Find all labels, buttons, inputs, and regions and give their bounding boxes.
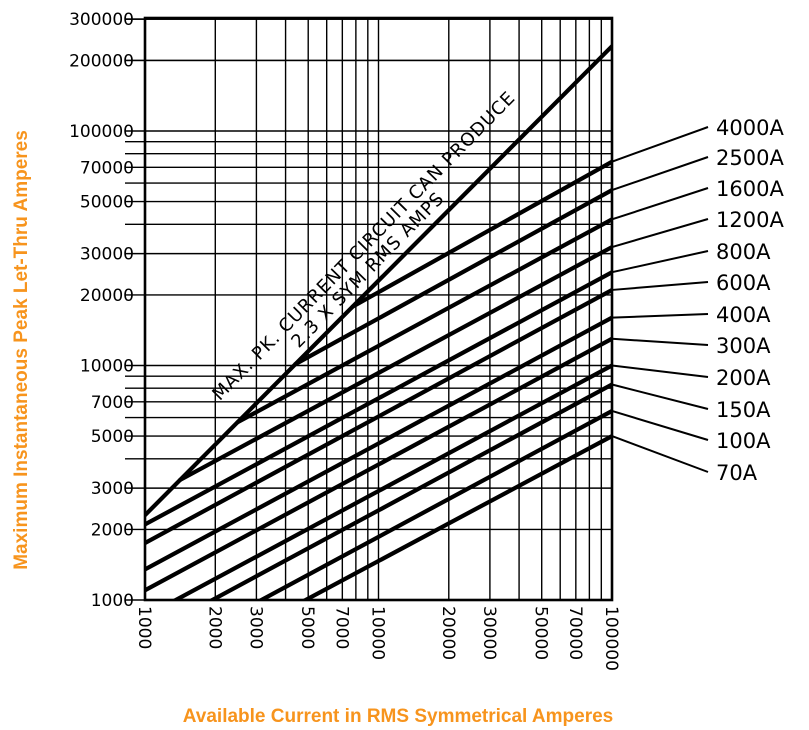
series-line-300A — [145, 336, 612, 593]
leader-150A — [611, 383, 709, 410]
series-label-70A: 70A — [716, 461, 758, 485]
series-line-600A — [145, 287, 612, 546]
x-tick-label: 100000 — [601, 606, 621, 671]
y-tick-label: 100000 — [69, 122, 134, 142]
leader-70A — [611, 435, 709, 473]
y-tick-label: 2000 — [91, 520, 134, 540]
leader-200A — [611, 364, 709, 378]
y-tick-label: 3000 — [91, 479, 134, 499]
series-label-2500A: 2500A — [716, 146, 784, 170]
leader-100A — [611, 409, 709, 441]
y-tick-label: 300000 — [69, 10, 134, 30]
series-line-4000A — [350, 159, 612, 309]
y-tick-label: 7000 — [91, 393, 134, 413]
plot-frame — [143, 16, 614, 602]
leader-600A — [611, 281, 709, 291]
y-tick-label: 30000 — [80, 245, 134, 265]
y-tick-label: 5000 — [91, 427, 134, 447]
leader-1600A — [611, 187, 709, 221]
x-tick-label: 2000 — [204, 606, 224, 649]
series-line-800A — [145, 270, 612, 527]
leader-4000A — [611, 126, 709, 163]
x-tick-labels: 1000 2000 3000 5000 7000 10000 20000 30000 50000… — [134, 606, 621, 671]
series-line-150A — [207, 382, 612, 600]
annotation-line-1: MAX. PK. CURRENT CIRCUIT CAN PRODUCE — [208, 87, 520, 405]
y-tick-label: 70000 — [80, 158, 134, 178]
y-tick-label: 20000 — [80, 286, 134, 306]
series-line-1200A — [178, 244, 612, 483]
series-label-200A: 200A — [716, 366, 771, 390]
series-label-800A: 800A — [716, 240, 771, 264]
leader-400A — [611, 313, 709, 319]
x-tick-label: 70000 — [565, 606, 585, 660]
x-tick-label: 1000 — [134, 606, 154, 649]
series-line-2500A — [293, 187, 612, 367]
x-tick-label: 20000 — [438, 606, 458, 660]
x-tick-label: 5000 — [297, 606, 317, 649]
y-tick-labels: 1000 2000 3000 5000 7000 10000 20000 30000 50000… — [69, 10, 134, 611]
leader-1200A — [611, 218, 709, 249]
y-tick-label: 10000 — [80, 357, 134, 377]
x-tick-label: 3000 — [245, 606, 265, 649]
leader-800A — [611, 250, 709, 274]
series-line-400A — [145, 315, 612, 572]
series-label-1600A: 1600A — [716, 177, 784, 201]
x-tick-label: 7000 — [331, 606, 351, 649]
y-tick-label: 1000 — [91, 591, 134, 611]
series-label-600A: 600A — [716, 271, 771, 295]
series-label-100A: 100A — [716, 429, 771, 453]
series-line-100A — [256, 408, 612, 600]
y-tick-label: 200000 — [69, 51, 134, 71]
series-line-200A — [171, 363, 612, 600]
series-line-1600A — [235, 217, 612, 425]
limit-line — [145, 44, 612, 518]
x-tick-label: 10000 — [368, 606, 388, 660]
label-leader-lines — [611, 126, 709, 473]
series-label-400A: 400A — [716, 303, 771, 327]
series-labels: 4000A 2500A 1600A 1200A 800A 600A 400A 300A 200A… — [716, 116, 784, 485]
x-tick-label: 30000 — [479, 606, 499, 660]
series-label-150A: 150A — [716, 398, 771, 422]
x-tick-label: 50000 — [531, 606, 551, 660]
y-tick-label: 50000 — [80, 193, 134, 213]
series-label-300A: 300A — [716, 334, 771, 358]
x-axis-title: Available Current in RMS Symmetrical Amp… — [183, 706, 613, 727]
series-label-4000A: 4000A — [716, 116, 784, 140]
series-lines — [145, 44, 612, 600]
leader-300A — [611, 337, 709, 346]
leader-2500A — [611, 156, 709, 191]
series-line-70A — [301, 433, 612, 600]
series-label-1200A: 1200A — [716, 208, 784, 232]
y-axis-title: Maximum Instantaneous Peak Let-Thru Ampe… — [11, 130, 32, 570]
